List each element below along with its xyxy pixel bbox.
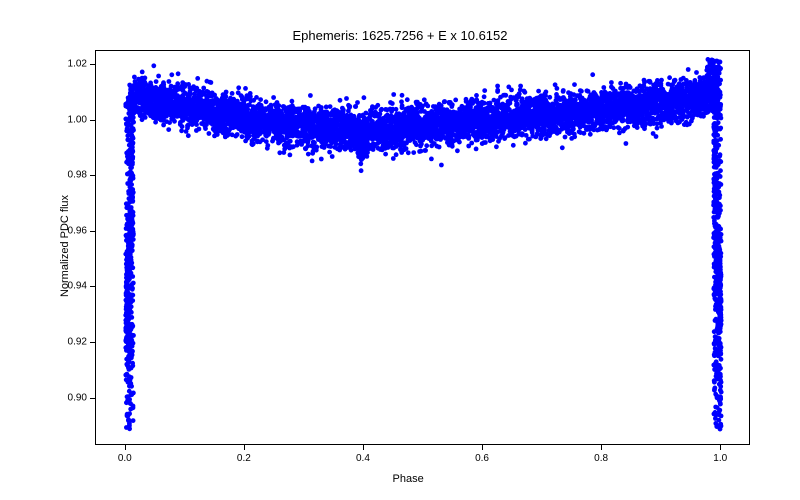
ytick-label: 1.00 (53, 114, 87, 125)
x-axis-label: Phase (393, 473, 424, 485)
ytick (90, 342, 95, 343)
ytick (90, 398, 95, 399)
ytick-label: 0.94 (53, 281, 87, 292)
xtick (125, 445, 126, 450)
scatter-layer (96, 51, 751, 446)
xtick-label: 0.6 (475, 453, 489, 464)
xtick-label: 0.2 (237, 453, 251, 464)
ytick-label: 1.02 (53, 58, 87, 69)
xtick (720, 445, 721, 450)
ytick (90, 231, 95, 232)
ytick-label: 0.96 (53, 225, 87, 236)
xtick-label: 1.0 (713, 453, 727, 464)
chart-title: Ephemeris: 1625.7256 + E x 10.6152 (0, 28, 800, 43)
xtick (601, 445, 602, 450)
xtick-label: 0.0 (118, 453, 132, 464)
xtick (482, 445, 483, 450)
ytick (90, 64, 95, 65)
ytick (90, 175, 95, 176)
xtick (244, 445, 245, 450)
ytick-label: 0.98 (53, 170, 87, 181)
xtick-label: 0.8 (594, 453, 608, 464)
ytick-label: 0.90 (53, 392, 87, 403)
xtick-label: 0.4 (356, 453, 370, 464)
ytick (90, 120, 95, 121)
ytick-label: 0.92 (53, 337, 87, 348)
ytick (90, 286, 95, 287)
figure: Ephemeris: 1625.7256 + E x 10.6152 Phase… (0, 0, 800, 500)
plot-area (95, 50, 750, 445)
xtick (363, 445, 364, 450)
